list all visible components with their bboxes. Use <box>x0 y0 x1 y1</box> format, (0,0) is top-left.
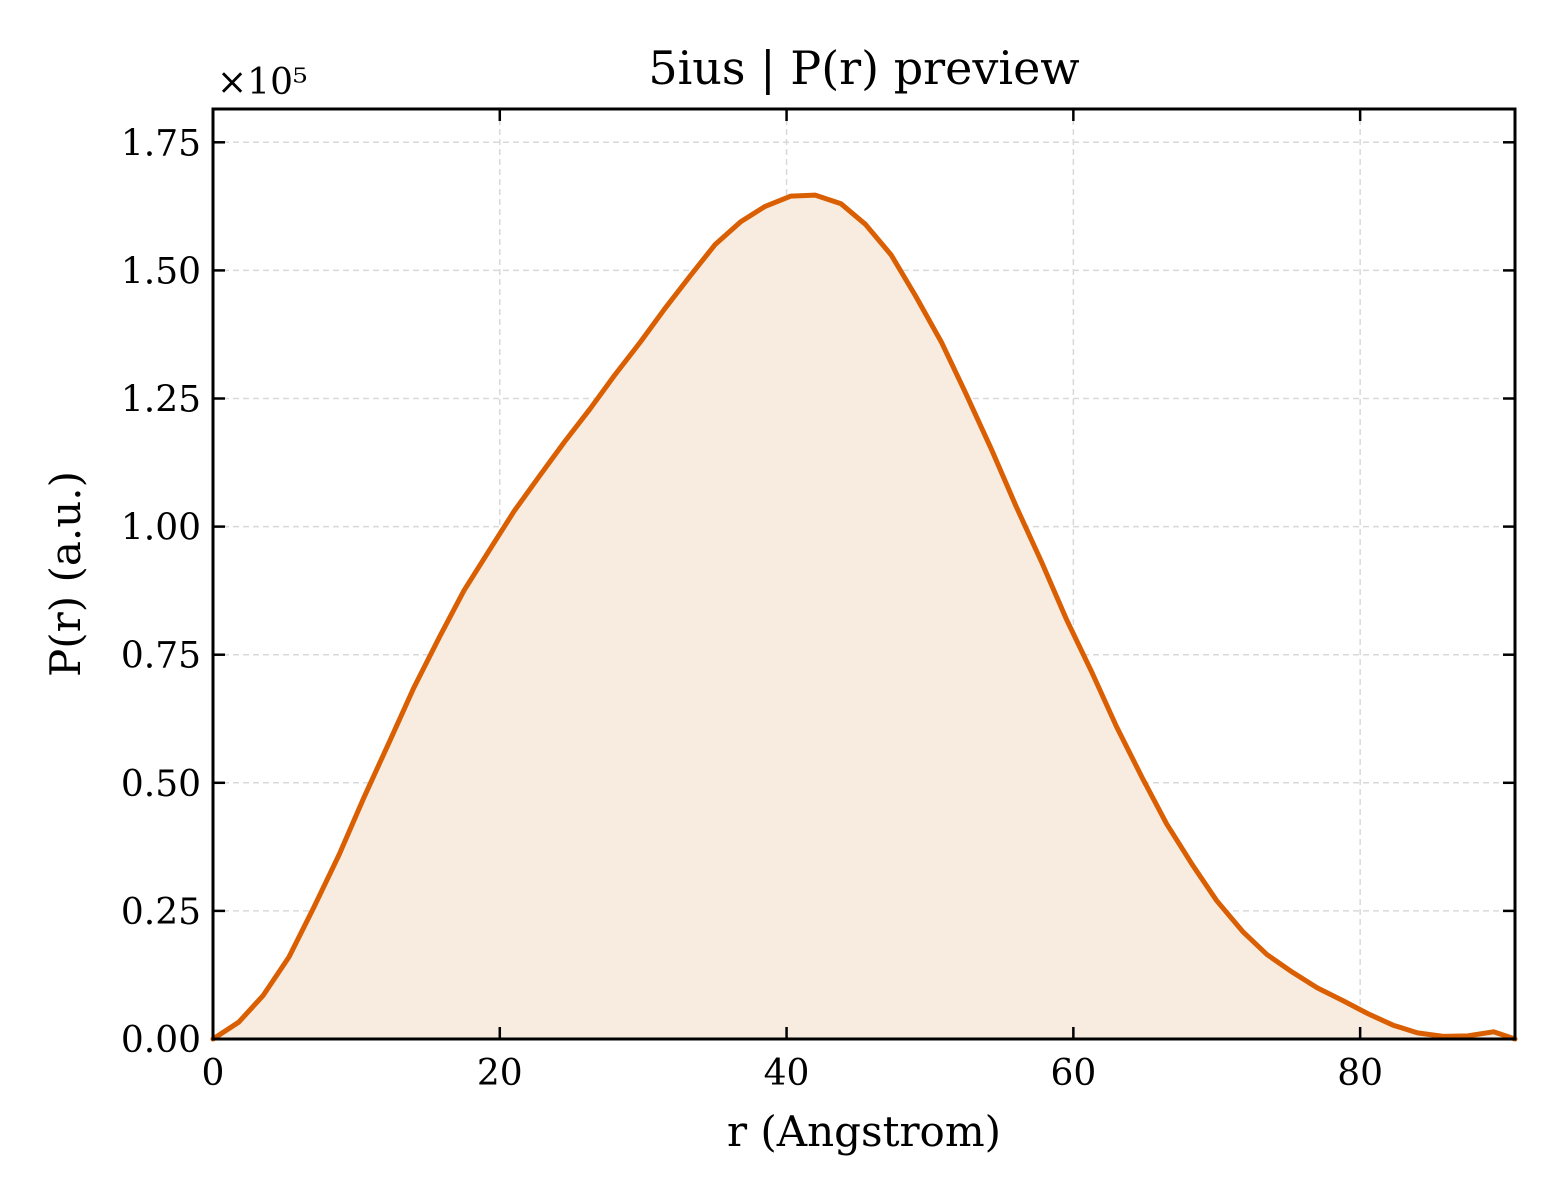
y-tick-label: 1.25 <box>121 380 201 421</box>
x-tick-label: 20 <box>477 1053 523 1094</box>
series-area-fill <box>213 195 1515 1040</box>
plot-frame <box>211 107 1517 1041</box>
y-tick-label: 1.00 <box>121 508 201 549</box>
x-tick-label: 0 <box>202 1053 225 1094</box>
x-tick-label: 60 <box>1050 1053 1096 1094</box>
y-tick-label: 0.75 <box>121 636 201 677</box>
y-tick-label: 1.75 <box>121 123 201 164</box>
y-axis-multiplier: ×10⁵ <box>217 62 307 103</box>
x-axis-label: r (Angstrom) <box>727 1107 1001 1156</box>
y-tick-label: 1.50 <box>121 251 201 292</box>
chart-title: 5ius | P(r) preview <box>648 41 1079 95</box>
y-tick-label: 0.00 <box>121 1020 201 1061</box>
ticks: 0 20 40 60 80 0.00 0.25 0.50 0.75 1.00 1.25 1.50 1.7… <box>121 109 1515 1094</box>
series-layer <box>210 192 1518 1042</box>
y-tick-label: 0.25 <box>121 892 201 933</box>
x-tick-label: 40 <box>764 1053 810 1094</box>
x-tick-label: 80 <box>1337 1053 1383 1094</box>
y-tick-label: 0.50 <box>121 764 201 805</box>
series-line <box>210 192 1518 1042</box>
y-axis-label: P(r) (a.u.) <box>41 471 90 677</box>
